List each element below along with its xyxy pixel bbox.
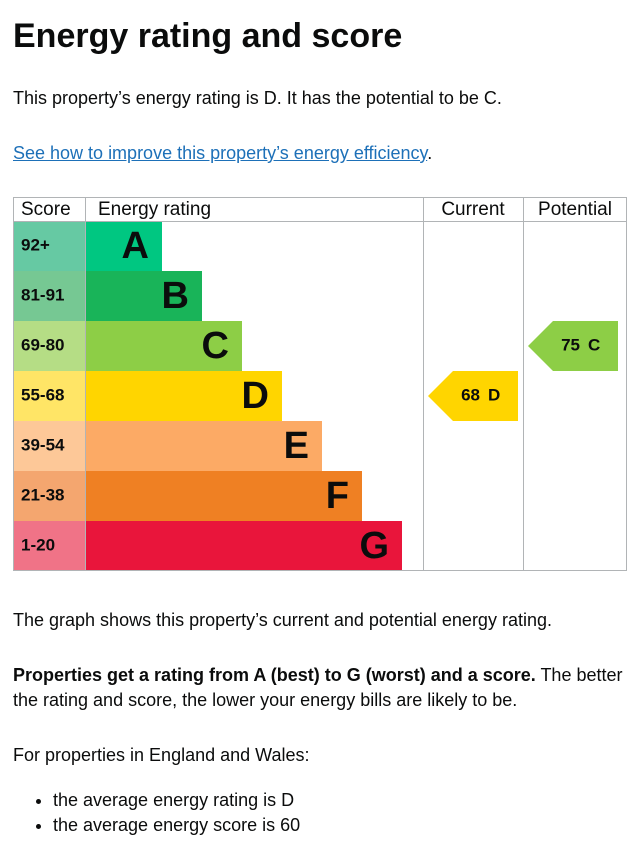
energy-chart: Score Energy rating Current Potential 92+ A 81…	[13, 197, 627, 571]
rating-bar	[85, 321, 242, 371]
score-cell	[13, 471, 85, 521]
rating-bar	[85, 471, 362, 521]
score-range: 1-20	[21, 535, 55, 554]
explanation: Properties get a rating from A (best) to…	[13, 663, 628, 713]
column-header: Score	[21, 199, 71, 220]
rating-letter: A	[122, 225, 149, 267]
rating-letter: F	[326, 475, 349, 517]
rating-bar	[85, 521, 402, 571]
region-intro: For properties in England and Wales:	[13, 745, 310, 765]
average-item: the average energy score is 60	[53, 813, 300, 838]
improve-link[interactable]: See how to improve this property’s energ…	[13, 143, 428, 163]
score-cell	[13, 371, 85, 421]
score-range: 69-80	[21, 335, 64, 354]
score-cell	[13, 321, 85, 371]
potential-rating: C	[588, 335, 600, 354]
score-range: 81-91	[21, 285, 64, 304]
score-cell	[13, 521, 85, 571]
link-after: .	[427, 143, 433, 163]
intro: This property’s energy rating is D. It h…	[13, 88, 502, 108]
score-cell	[13, 271, 85, 321]
rating-letter: D	[242, 375, 269, 417]
average-item: the average energy rating is D	[53, 788, 300, 813]
column-header: Current	[441, 199, 505, 220]
rating-letter: E	[284, 425, 309, 467]
potential-arrow	[528, 321, 618, 371]
score-cell	[13, 221, 85, 271]
score-range: 55-68	[21, 385, 64, 404]
explanation-bold: Properties get a rating from A (best) to…	[13, 665, 536, 685]
column-header: Energy rating	[98, 199, 211, 220]
score-range: 21-38	[21, 485, 64, 504]
rating-letter: B	[162, 275, 189, 317]
averages-list: the average energy rating is D the avera…	[13, 788, 300, 838]
rating-bar	[85, 271, 202, 321]
rating-letter: G	[359, 525, 389, 567]
score-cell	[13, 421, 85, 471]
rating-bar	[85, 221, 162, 271]
link-line: See how to improve this property’s energ…	[13, 141, 432, 166]
score-range: 39-54	[21, 435, 65, 454]
current-score: 68	[461, 385, 480, 404]
score-range: 92+	[21, 235, 50, 254]
potential-score: 75	[561, 335, 580, 354]
caption: The graph shows this property’s current …	[13, 610, 552, 630]
rating-letter: C	[202, 325, 229, 367]
explanation-rest: The better the rating and score, the low…	[13, 665, 623, 710]
column-header: Potential	[538, 199, 612, 220]
current-rating: D	[488, 385, 500, 404]
rating-bar	[85, 421, 322, 471]
current-arrow	[428, 371, 518, 421]
page-title: Energy rating and score	[13, 17, 403, 55]
rating-bar	[85, 371, 282, 421]
